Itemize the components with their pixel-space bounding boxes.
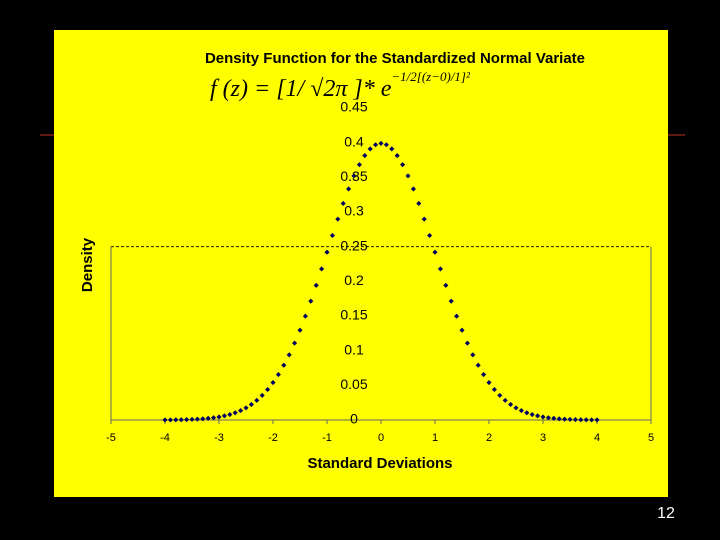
data-point	[378, 140, 384, 146]
formula-main: f (z) = [1/ √2π ]* e	[210, 76, 392, 102]
x-tick-label: -3	[214, 432, 224, 444]
data-point	[432, 249, 438, 255]
data-point	[405, 173, 411, 179]
data-point	[572, 417, 578, 423]
y-tick-label: 0.15	[340, 307, 367, 323]
data-point	[232, 410, 238, 416]
data-point	[173, 417, 179, 423]
data-point	[545, 415, 551, 421]
data-point	[259, 392, 265, 398]
data-point	[367, 146, 373, 152]
data-point	[556, 416, 562, 422]
data-point	[578, 417, 584, 423]
data-point	[421, 216, 427, 222]
data-point	[189, 416, 195, 422]
data-point	[464, 340, 470, 346]
data-point	[459, 327, 465, 333]
data-point	[216, 414, 222, 420]
plot-area: 00.050.10.150.20.250.30.350.40.45-5-4-3-…	[106, 99, 654, 444]
y-tick-label: 0.25	[340, 237, 367, 253]
formula-exponent: −1/2[(z−0)/1]²	[391, 69, 471, 84]
y-tick-label: 0.1	[344, 341, 364, 357]
data-point	[475, 362, 481, 368]
data-point	[275, 371, 281, 378]
x-tick-label: 1	[432, 432, 438, 444]
data-point	[437, 266, 443, 272]
x-tick-label: 0	[378, 432, 384, 444]
x-axis-label: Standard Deviations	[307, 455, 452, 472]
data-point	[211, 415, 217, 421]
data-point	[248, 401, 254, 408]
data-point	[308, 298, 314, 304]
data-point	[292, 340, 298, 346]
data-point	[254, 397, 260, 403]
data-point	[178, 417, 184, 423]
data-point	[491, 386, 497, 393]
data-point	[594, 417, 600, 423]
data-point	[324, 249, 330, 255]
y-tick-label: 0.2	[344, 272, 364, 288]
data-point	[497, 392, 503, 398]
chart-title: Density Function for the Standardized No…	[205, 50, 585, 67]
x-tick-label: 5	[648, 432, 654, 444]
data-point	[351, 173, 357, 179]
formula: f (z) = [1/ √2π ]* e−1/2[(z−0)/1]²	[210, 69, 471, 102]
data-point	[583, 417, 589, 423]
x-tick-label: -2	[268, 432, 278, 444]
data-point	[286, 352, 292, 358]
y-tick-label: 0.45	[340, 99, 367, 115]
data-point	[200, 416, 206, 422]
data-point	[184, 417, 190, 423]
data-point	[265, 386, 271, 393]
data-point	[319, 266, 325, 272]
data-point	[329, 232, 335, 239]
x-tick-label: 2	[486, 432, 492, 444]
x-tick-label: -4	[160, 432, 170, 444]
data-point	[297, 327, 303, 333]
data-point	[356, 162, 362, 168]
data-point	[243, 405, 249, 411]
y-axis-label: Density	[79, 237, 96, 292]
data-point	[238, 408, 244, 414]
data-point	[205, 415, 211, 421]
data-point	[562, 416, 568, 422]
data-point	[281, 362, 287, 368]
data-point	[221, 413, 227, 419]
data-point	[270, 380, 276, 386]
data-point	[227, 411, 233, 418]
data-point	[518, 408, 524, 414]
data-point	[362, 153, 368, 159]
data-point	[551, 415, 557, 421]
data-point	[383, 142, 389, 148]
data-point	[302, 313, 308, 319]
data-point	[470, 352, 476, 358]
data-point	[481, 371, 487, 378]
data-point	[535, 413, 541, 419]
data-point	[448, 298, 454, 304]
data-point	[508, 401, 514, 408]
x-tick-label: -5	[106, 432, 116, 444]
y-tick-label: 0	[350, 411, 358, 427]
x-tick-label: -1	[322, 432, 332, 444]
y-tick-label: 0.4	[344, 133, 364, 149]
x-tick-label: 4	[594, 432, 600, 444]
data-point	[313, 282, 319, 288]
data-point	[513, 405, 519, 411]
data-point	[167, 417, 173, 423]
data-point	[589, 417, 595, 423]
data-point	[194, 416, 200, 422]
y-tick-label: 0.3	[344, 203, 364, 219]
data-point	[410, 186, 416, 192]
data-point	[443, 282, 449, 288]
data-point	[454, 313, 460, 319]
data-point	[416, 200, 422, 207]
x-tick-label: 3	[540, 432, 546, 444]
page-number: 12	[657, 505, 675, 522]
data-point	[162, 417, 168, 423]
data-point	[486, 380, 492, 386]
y-tick-label: 0.05	[340, 376, 367, 392]
data-point	[502, 397, 508, 403]
